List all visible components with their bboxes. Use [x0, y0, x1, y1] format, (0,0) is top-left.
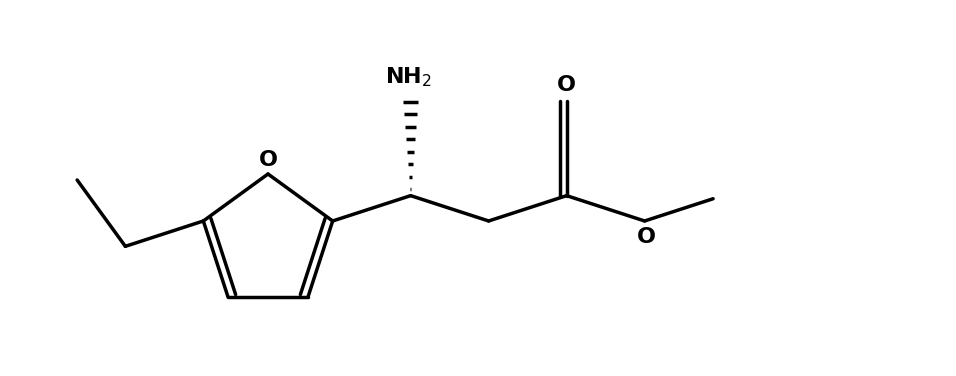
Text: O: O — [258, 150, 277, 170]
Text: O: O — [637, 227, 656, 247]
Text: NH$_2$: NH$_2$ — [385, 66, 432, 89]
Text: O: O — [557, 75, 576, 95]
